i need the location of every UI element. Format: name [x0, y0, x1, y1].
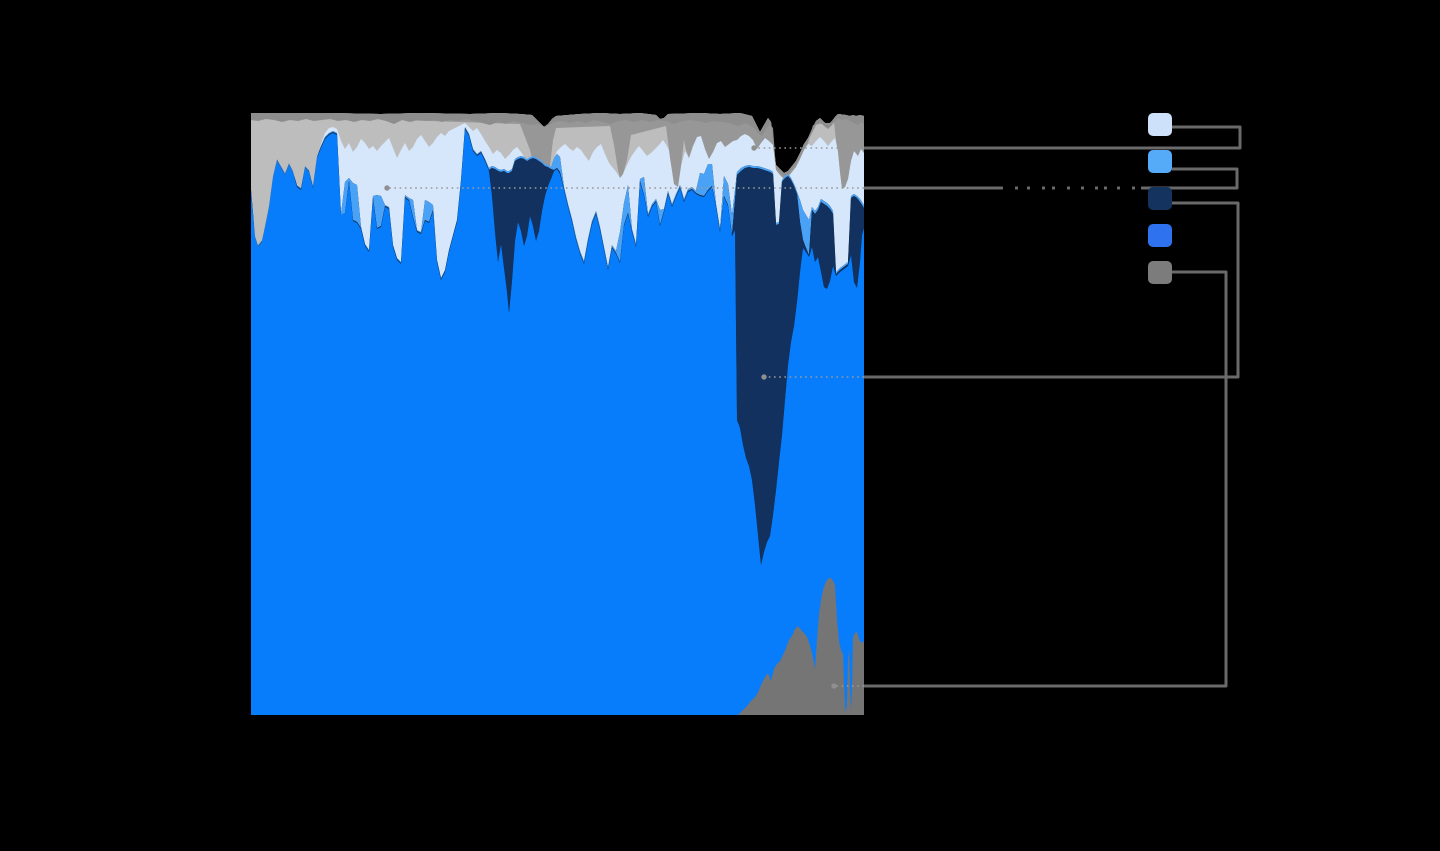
- label-mask-segment: [1018, 180, 1027, 191]
- label-mask-segment: [1084, 180, 1095, 191]
- legend-swatch-medium-blue: [1148, 150, 1172, 173]
- area-layer-navy-band: [251, 128, 864, 565]
- area-layer-medium-blue-band: [251, 127, 864, 279]
- label-mask-segment: [1030, 180, 1042, 191]
- area-layer-mid-gray-top-band: [251, 113, 864, 189]
- legend-swatch-blue: [1148, 224, 1172, 247]
- label-text-mask: [1003, 180, 1141, 191]
- callout-pale-blue-dot-marker: [751, 145, 757, 151]
- callout-gray: [831, 270, 1228, 689]
- plot-area: [251, 113, 864, 715]
- callout-pale-blue: [751, 125, 1242, 151]
- legend-swatch-navy: [1148, 187, 1172, 210]
- label-mask-segment: [1107, 180, 1117, 191]
- label-mask-segment: [1070, 180, 1081, 191]
- area-layer-dark-gray-top-strip: [251, 113, 864, 176]
- callout-pale-blue-elbow: [864, 125, 1242, 150]
- area-layer-bottom-gray-band: [251, 578, 864, 715]
- callout-medium-blue-dot-marker: [384, 185, 390, 191]
- legend-swatch-gray: [1148, 261, 1172, 284]
- callout-navy-dot-marker: [761, 374, 767, 380]
- legend-swatch-pale-blue: [1148, 113, 1172, 136]
- label-mask-segment: [1098, 180, 1104, 191]
- area-layer-bright-blue-band: [251, 129, 864, 715]
- label-mask-segment: [1003, 180, 1015, 191]
- label-mask-segment: [1045, 180, 1052, 191]
- callout-navy: [761, 201, 1240, 380]
- callout-gray-dot-marker: [831, 683, 837, 689]
- label-mask-segment: [1120, 180, 1132, 191]
- callout-gray-elbow: [864, 270, 1228, 688]
- label-mask-segment: [1055, 180, 1067, 191]
- label-mask-segment: [1135, 180, 1141, 191]
- legend: [1148, 113, 1172, 284]
- callout-navy-elbow: [864, 201, 1240, 379]
